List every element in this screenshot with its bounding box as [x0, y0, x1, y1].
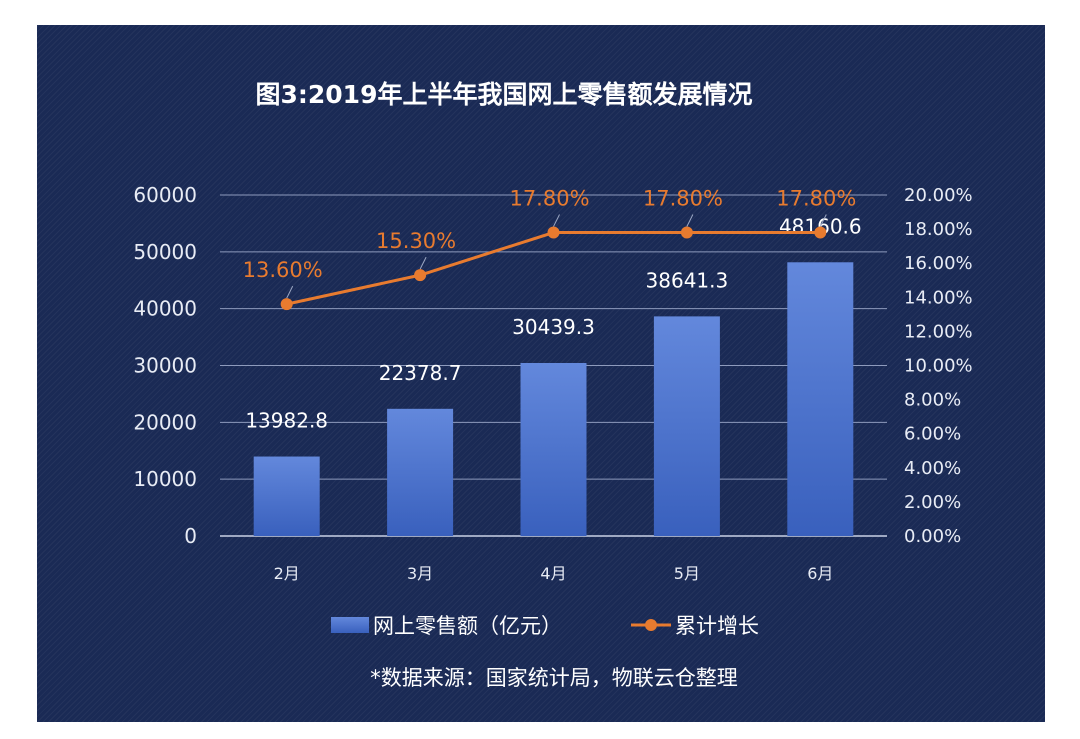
- y-right-tick-label: 14.00%: [904, 287, 973, 308]
- y-right-tick-label: 4.00%: [904, 458, 961, 479]
- y-right-tick-label: 6.00%: [904, 424, 961, 445]
- bar-data-label: 13982.8: [245, 409, 328, 433]
- chart-svg: 图3:2019年上半年我国网上零售额发展情况 0 10000 20000 30000 4…: [133, 80, 973, 690]
- y-right-tick-label: 0.00%: [904, 526, 961, 547]
- legend-line-marker: [645, 619, 657, 631]
- y-right-tick-label: 18.00%: [904, 219, 973, 240]
- line-point: [814, 226, 827, 239]
- line-data-label: 15.30%: [376, 229, 456, 253]
- line-data-label: 13.60%: [243, 258, 323, 282]
- source-note: *数据来源：国家统计局，物联云仓整理: [370, 666, 738, 690]
- y-left-tick-label: 30000: [133, 354, 197, 378]
- leader-line: [686, 214, 694, 227]
- x-category-label: 2月: [274, 564, 300, 583]
- y-right-tick-label: 20.00%: [904, 185, 973, 206]
- bar-data-label: 22378.7: [379, 361, 462, 385]
- chart-panel: 图3:2019年上半年我国网上零售额发展情况 0 10000 20000 30000 4…: [37, 25, 1045, 722]
- line-point: [680, 226, 693, 239]
- legend-line-label: 累计增长: [675, 614, 759, 638]
- y-right-tick-label: 10.00%: [904, 356, 973, 377]
- bar-data-label: 38641.3: [646, 268, 729, 292]
- line-data-label: 17.80%: [643, 187, 723, 211]
- leader-line: [419, 256, 427, 270]
- growth-line: [286, 231, 821, 306]
- x-category-label: 6月: [807, 564, 833, 583]
- bar: [253, 456, 320, 536]
- bar: [787, 262, 854, 536]
- line-point: [280, 298, 293, 311]
- line-data-label: 17.80%: [776, 187, 856, 211]
- y-left-tick-label: 50000: [133, 240, 197, 264]
- line-data-label: 17.80%: [509, 187, 589, 211]
- legend: 网上零售额（亿元） 累计增长: [331, 614, 759, 638]
- line-point: [547, 226, 560, 239]
- legend-bar-label: 网上零售额（亿元）: [373, 614, 562, 638]
- chart-title: 图3:2019年上半年我国网上零售额发展情况: [256, 80, 753, 109]
- x-category-label: 3月: [407, 564, 433, 583]
- x-category-label: 5月: [674, 564, 700, 583]
- y-left-tick-label: 10000: [133, 467, 197, 491]
- x-category-label: 4月: [540, 564, 566, 583]
- bar: [387, 408, 454, 536]
- y-left-tick-label: 60000: [133, 183, 197, 207]
- y-right-tick-label: 8.00%: [904, 390, 961, 411]
- y-left-tick-label: 40000: [133, 297, 197, 321]
- bar: [520, 363, 587, 536]
- y-left-tick-label: 0: [184, 524, 197, 548]
- y-right-tick-label: 2.00%: [904, 492, 961, 513]
- line-point: [414, 269, 427, 282]
- y-right-tick-label: 12.00%: [904, 321, 973, 342]
- bar-data-label: 30439.3: [512, 315, 595, 339]
- leader-line: [819, 214, 827, 227]
- bar: [653, 316, 720, 536]
- y-right-tick-label: 16.00%: [904, 253, 973, 274]
- leader-line: [286, 285, 294, 299]
- leader-line: [553, 214, 560, 227]
- y-left-tick-label: 20000: [133, 410, 197, 434]
- legend-bar-swatch: [331, 617, 369, 633]
